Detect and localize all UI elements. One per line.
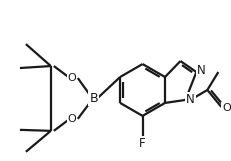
Text: F: F <box>139 137 146 150</box>
Text: N: N <box>186 93 195 106</box>
Text: O: O <box>67 73 76 83</box>
Text: O: O <box>222 103 231 113</box>
Text: N: N <box>197 64 206 76</box>
Text: B: B <box>89 92 98 105</box>
Text: O: O <box>67 114 76 124</box>
